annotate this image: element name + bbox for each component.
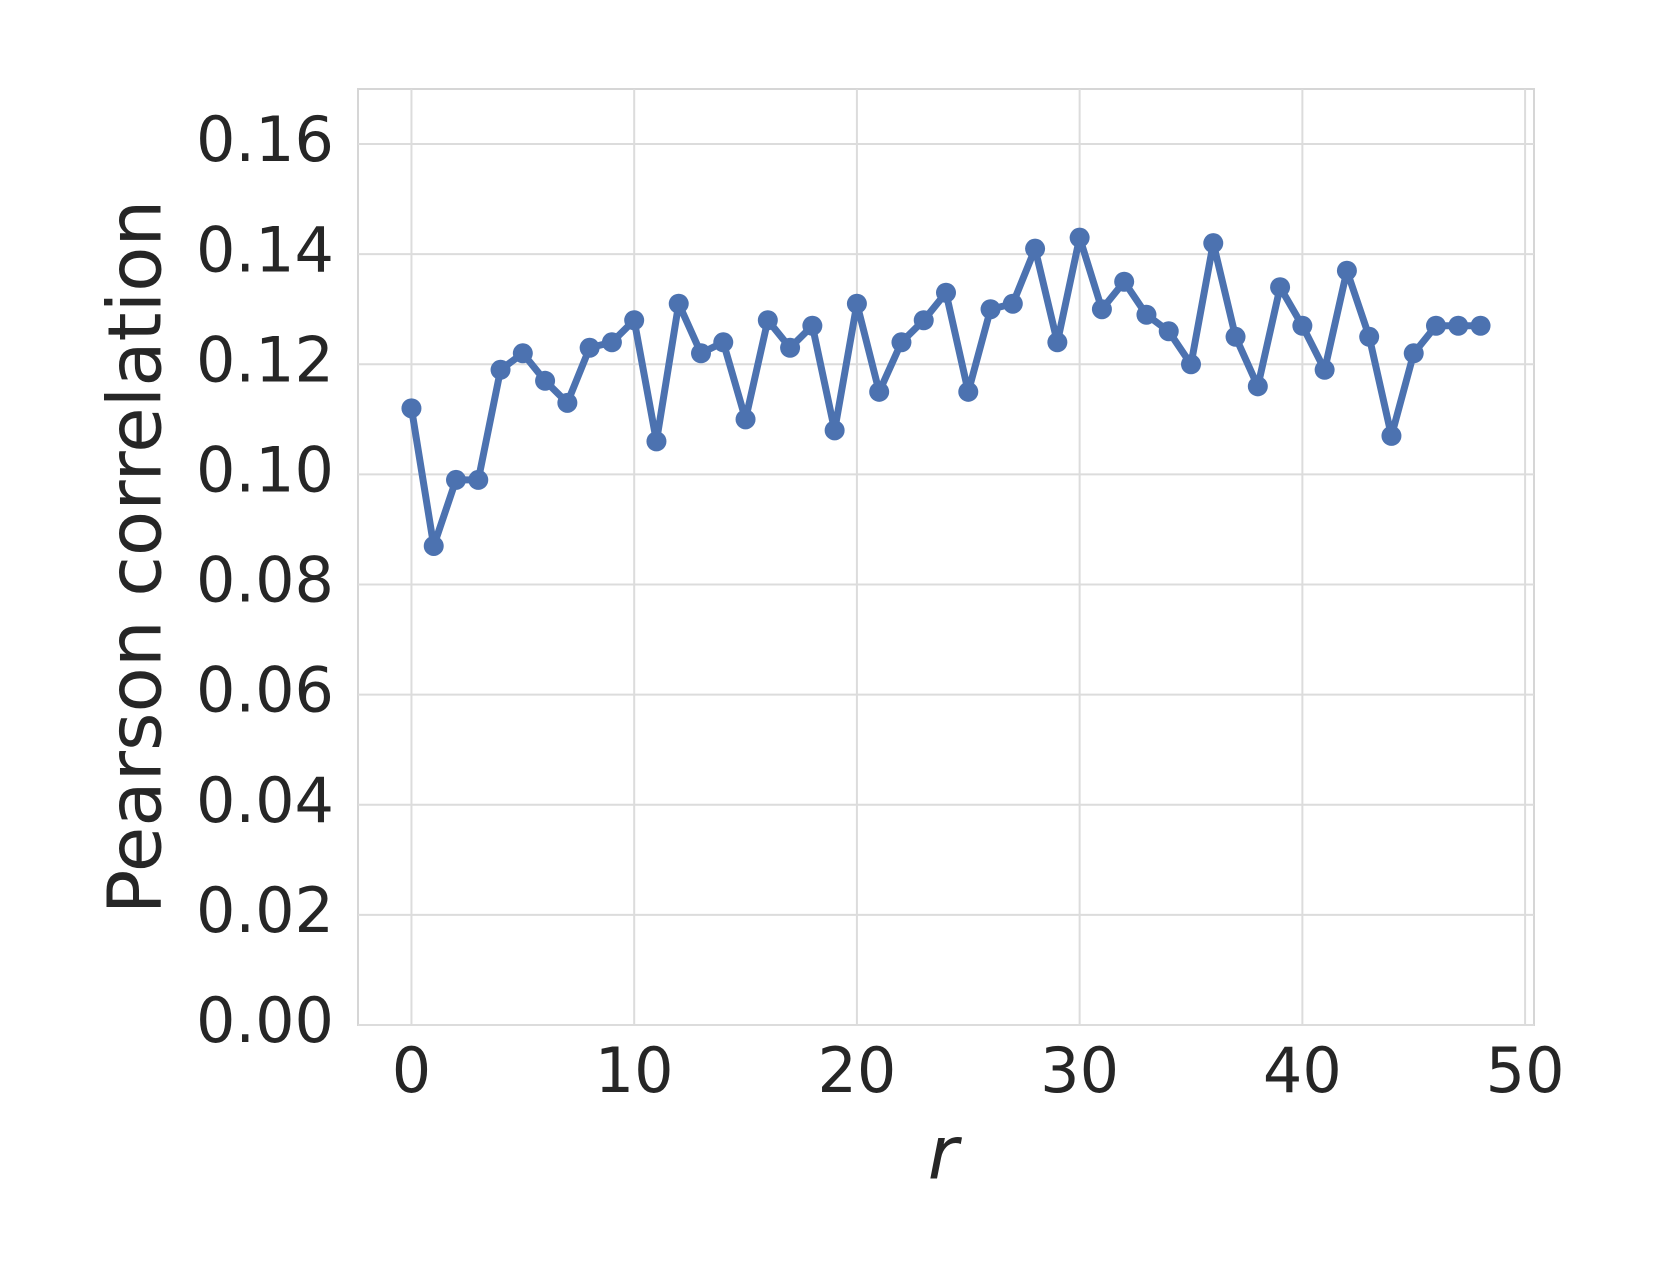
marker xyxy=(846,293,867,314)
marker xyxy=(1381,425,1402,446)
marker xyxy=(735,409,756,430)
x-axis-label: r xyxy=(928,1111,963,1197)
y-tick-label: 0.10 xyxy=(196,434,334,507)
marker xyxy=(1158,321,1179,342)
marker xyxy=(601,332,622,353)
marker xyxy=(446,469,466,490)
marker xyxy=(1426,315,1446,336)
marker xyxy=(1270,277,1291,298)
marker xyxy=(1114,271,1135,292)
marker xyxy=(713,332,734,353)
marker xyxy=(936,282,956,303)
marker xyxy=(1047,332,1068,353)
x-tick-label: 40 xyxy=(1263,1034,1342,1107)
marker xyxy=(980,299,1001,320)
marker xyxy=(668,293,689,314)
marker xyxy=(824,420,845,441)
marker xyxy=(490,359,511,380)
x-tick-label: 10 xyxy=(595,1034,674,1107)
marker xyxy=(1002,293,1023,314)
marker xyxy=(646,431,667,452)
marker xyxy=(780,337,801,358)
y-tick-label: 0.04 xyxy=(196,764,334,837)
marker xyxy=(579,337,600,358)
y-axis-label: Pearson correlation xyxy=(93,200,179,915)
marker xyxy=(557,392,578,413)
marker xyxy=(1203,233,1224,254)
y-tick-label: 0.00 xyxy=(196,984,334,1057)
marker xyxy=(1336,260,1357,281)
marker xyxy=(1025,238,1046,259)
marker xyxy=(691,343,711,364)
marker xyxy=(535,370,556,391)
marker xyxy=(757,310,778,331)
marker xyxy=(802,315,823,336)
marker xyxy=(891,332,912,353)
marker xyxy=(1181,354,1201,375)
marker xyxy=(1314,359,1335,380)
marker xyxy=(1069,227,1090,248)
plot-area xyxy=(357,88,1535,1026)
y-tick-label: 0.14 xyxy=(196,213,334,286)
marker xyxy=(869,381,890,402)
x-tick-label: 0 xyxy=(392,1034,431,1107)
marker xyxy=(1247,376,1268,397)
marker xyxy=(1091,299,1112,320)
marker xyxy=(468,469,489,490)
y-tick-label: 0.02 xyxy=(196,874,334,947)
y-tick-label: 0.08 xyxy=(196,544,334,617)
marker xyxy=(958,381,979,402)
marker xyxy=(1225,326,1246,347)
x-tick-label: 20 xyxy=(817,1034,896,1107)
y-tick-label: 0.06 xyxy=(196,654,334,727)
x-tick-label: 30 xyxy=(1040,1034,1119,1107)
marker xyxy=(1403,343,1424,364)
marker xyxy=(423,535,444,556)
marker xyxy=(1359,326,1380,347)
y-tick-label: 0.12 xyxy=(196,323,334,396)
marker xyxy=(913,310,934,331)
marker xyxy=(624,310,645,331)
x-tick-label: 50 xyxy=(1486,1034,1565,1107)
marker xyxy=(401,398,422,419)
marker xyxy=(512,343,533,364)
marker xyxy=(1470,315,1491,336)
marker xyxy=(1136,304,1157,325)
marker xyxy=(1292,315,1313,336)
y-tick-label: 0.16 xyxy=(196,103,334,176)
marker xyxy=(1448,315,1469,336)
